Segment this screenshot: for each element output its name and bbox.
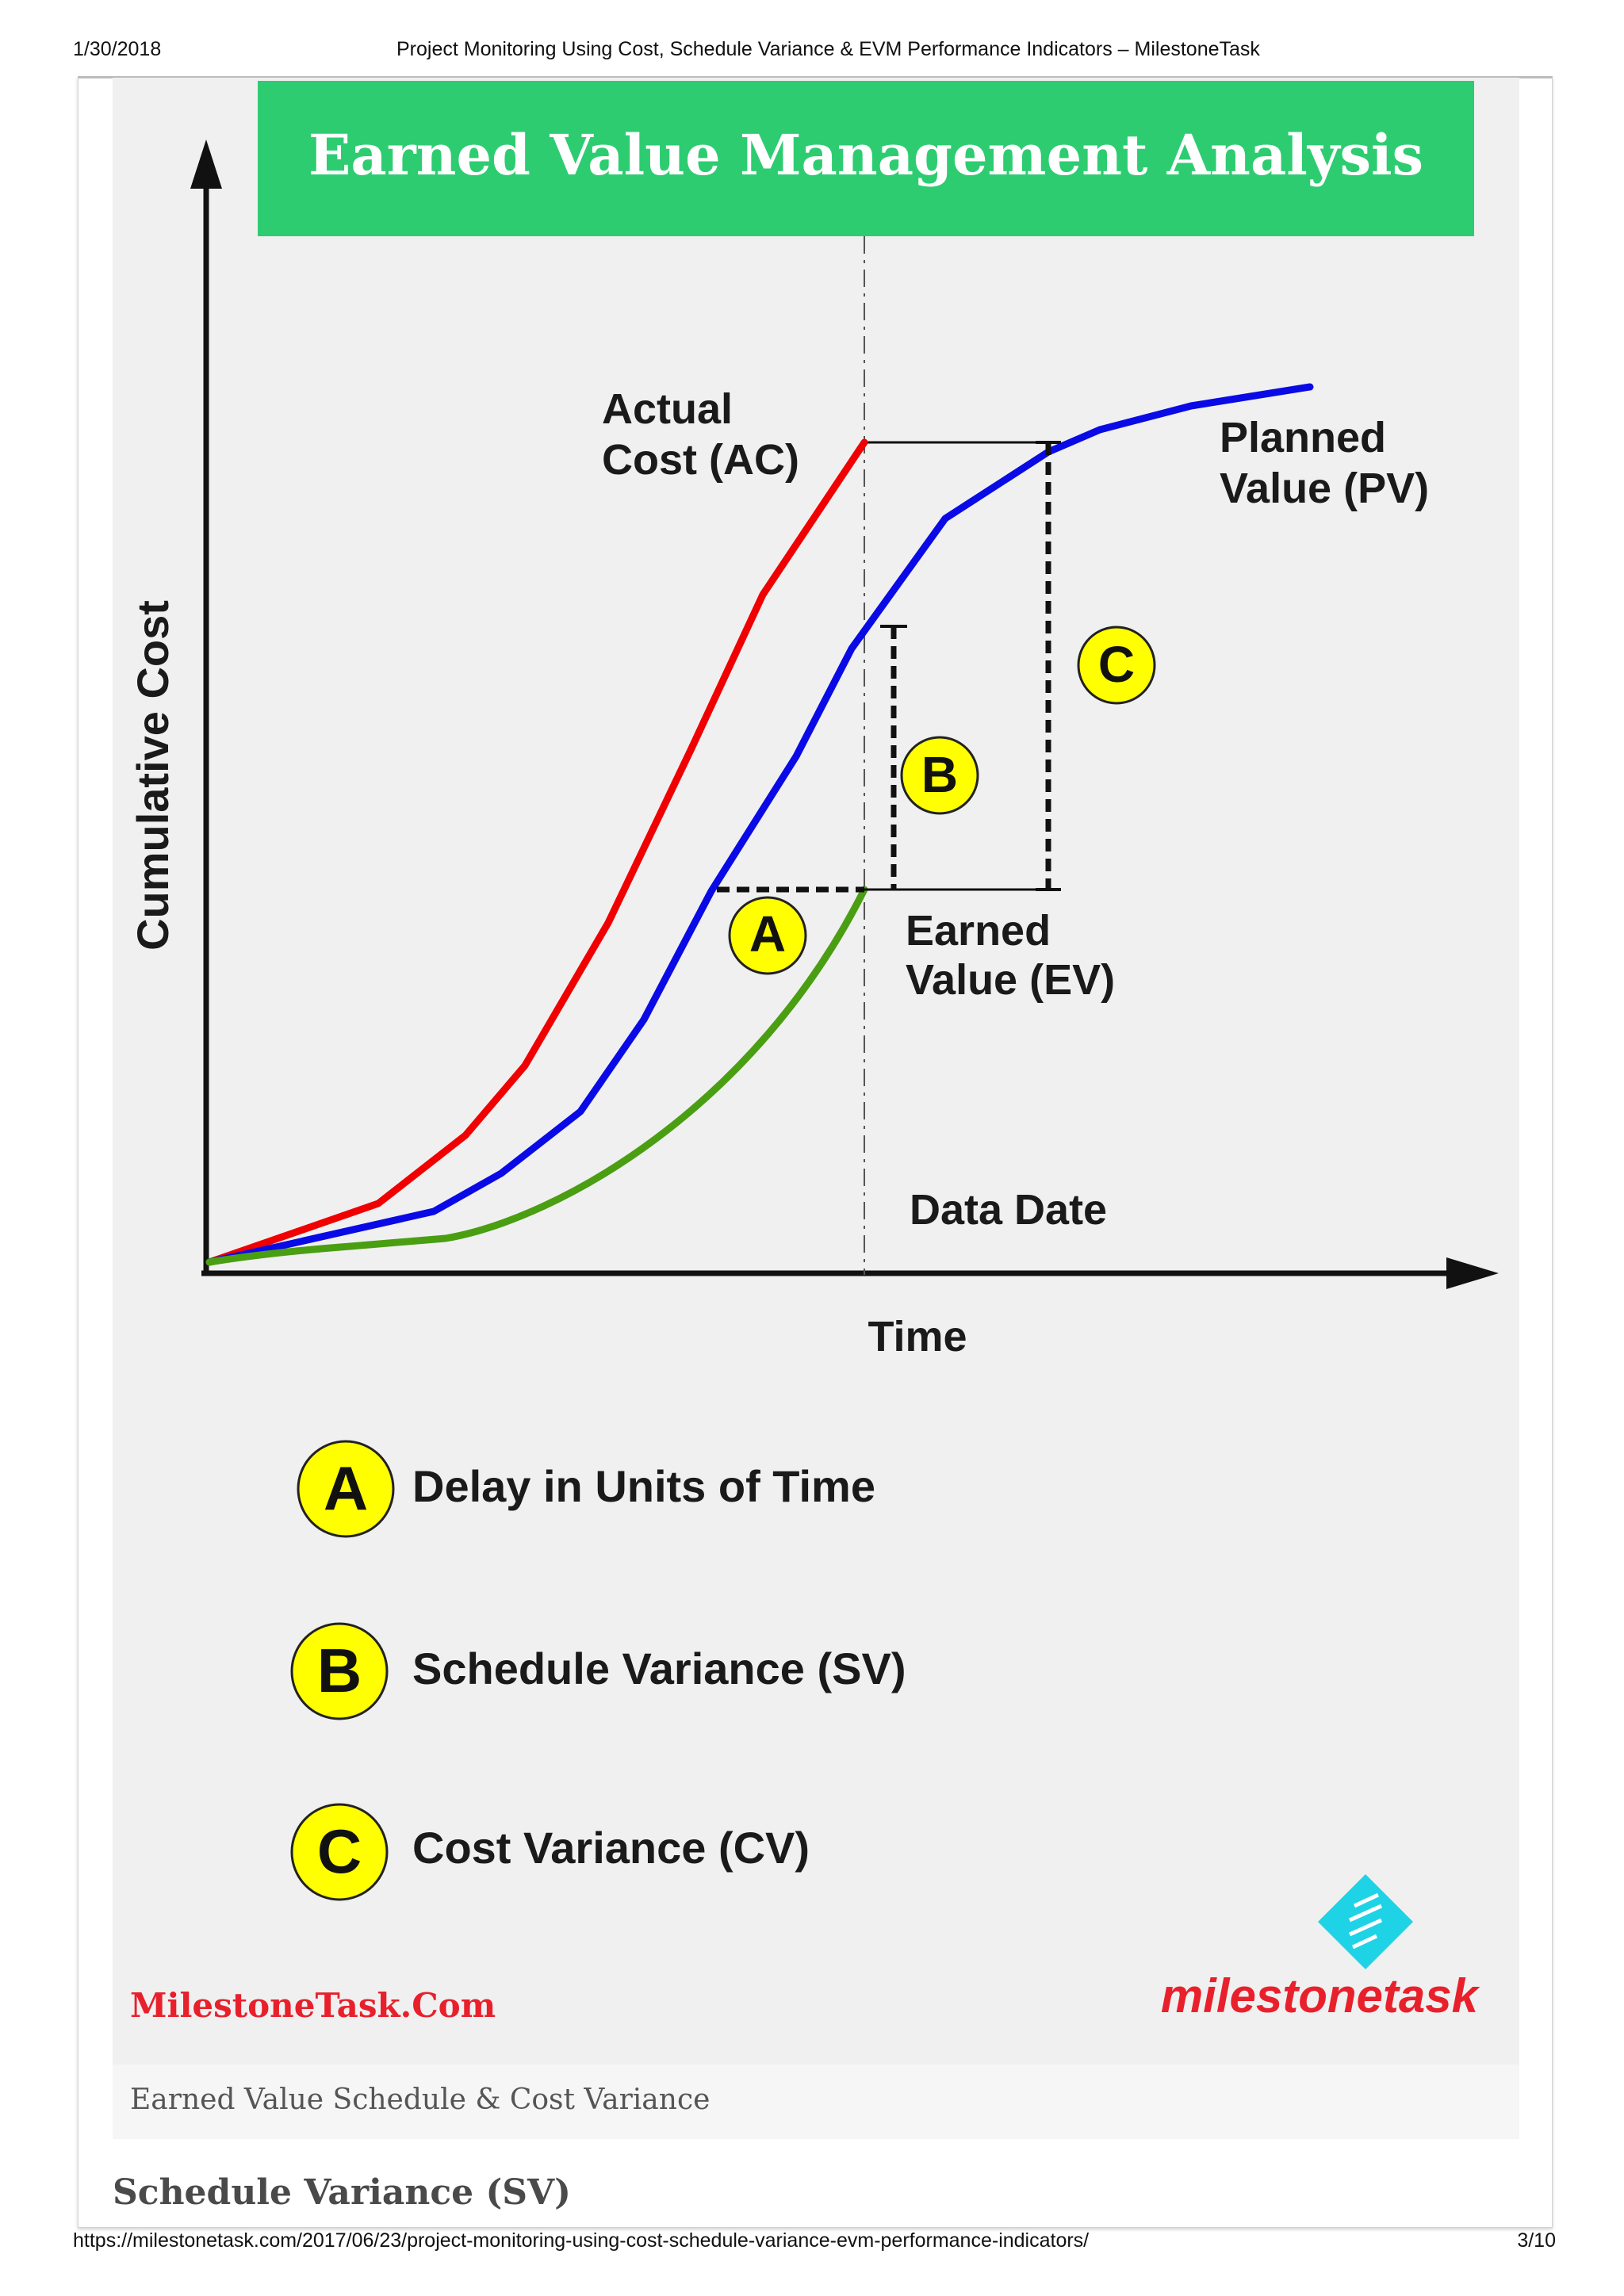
evm-figure: Earned Value Management Analysis Cumulat… [113,78,1519,2064]
ac-curve [205,438,868,1266]
legend-item-c: C Cost Variance (CV) [290,1803,810,1901]
marker-a: A [728,896,807,975]
svg-text:B: B [317,1636,362,1705]
y-axis-arrowhead [190,140,222,189]
brand-logo: milestonetask [1161,1874,1480,2022]
svg-text:Schedule Variance (SV): Schedule Variance (SV) [412,1644,906,1693]
print-url: https://milestonetask.com/2017/06/23/pro… [73,2229,1090,2252]
svg-text:Cost Variance (CV): Cost Variance (CV) [412,1823,810,1873]
logo-text: milestonetask [1161,1969,1480,2022]
title-banner [258,81,1474,236]
legend-item-b: B Schedule Variance (SV) [290,1622,906,1720]
banner-title: Earned Value Management Analysis [308,122,1423,188]
legend-item-a: A Delay in Units of Time [297,1440,875,1538]
y-axis-label: Cumulative Cost [128,600,178,951]
evm-diagram: Earned Value Management Analysis Cumulat… [128,81,1499,2025]
x-axis-arrowhead [1446,1257,1499,1289]
marker-b: B [900,736,979,815]
watermark-text: MilestoneTask.Com [130,1986,496,2025]
print-page-title: Project Monitoring Using Cost, Schedule … [396,38,1260,60]
svg-text:Delay in Units of Time: Delay in Units of Time [412,1461,875,1511]
svg-text:A: A [749,905,786,962]
svg-text:A: A [324,1453,368,1523]
pv-label: Planned Value (PV) [1220,414,1429,512]
ev-label: Earned Value (EV) [906,907,1115,1004]
x-axis-label: Time [868,1313,967,1360]
ac-label: Actual Cost (AC) [602,385,799,484]
svg-text:C: C [317,1816,362,1886]
pv-curve [205,383,1314,1266]
svg-text:C: C [1098,636,1135,693]
print-date: 1/30/2018 [73,38,162,60]
caption-band [113,2064,1519,2139]
section-heading: Schedule Variance (SV) [113,2172,571,2213]
svg-text:B: B [921,746,958,803]
ev-curve [205,886,868,1266]
logo-diamond-icon [1318,1874,1413,1969]
figure-caption: Earned Value Schedule & Cost Variance [130,2084,710,2116]
marker-c: C [1077,626,1156,705]
data-date-label: Data Date [910,1186,1107,1234]
print-page-number: 3/10 [1517,2229,1556,2252]
